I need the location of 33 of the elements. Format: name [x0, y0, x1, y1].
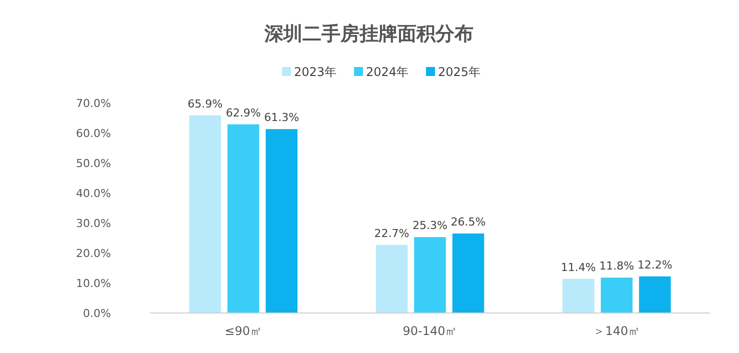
bar: [600, 278, 633, 313]
data-label: 62.9%: [226, 106, 261, 120]
bar: [266, 129, 298, 313]
chart-title: 深圳二手房挂牌面积分布: [264, 23, 474, 45]
y-tick-label: 0.0%: [83, 307, 111, 320]
data-label: 12.2%: [637, 258, 672, 272]
y-tick-label: 40.0%: [76, 187, 111, 200]
y-tick-label: 20.0%: [76, 247, 111, 260]
data-label: 22.7%: [374, 226, 410, 240]
y-tick-label: 60.0%: [76, 127, 111, 140]
bar: [562, 278, 594, 313]
data-label: 11.8%: [599, 260, 634, 273]
legend-label: 2024年: [366, 65, 409, 79]
data-label: 11.4%: [560, 260, 596, 274]
y-tick-label: 30.0%: [76, 217, 111, 230]
y-tick-label: 70.0%: [76, 97, 111, 110]
legend-label: 2025年: [438, 65, 481, 79]
data-label: 61.3%: [264, 111, 300, 124]
bar: [452, 234, 484, 313]
bar: [414, 237, 446, 313]
x-tick-label: ≤90㎡: [224, 324, 262, 338]
bar: [376, 244, 408, 313]
data-label: 25.3%: [412, 219, 448, 232]
bar: [189, 115, 221, 313]
x-tick-label: ＞140㎡: [593, 324, 640, 338]
bar: [227, 124, 260, 313]
y-tick-label: 10.0%: [76, 277, 111, 290]
legend-label: 2023年: [294, 65, 337, 79]
y-tick-label: 50.0%: [76, 157, 111, 170]
x-tick-label: 90-140㎡: [402, 324, 458, 338]
bar: [639, 276, 671, 313]
data-label: 65.9%: [188, 97, 223, 110]
data-label: 26.5%: [450, 216, 486, 228]
